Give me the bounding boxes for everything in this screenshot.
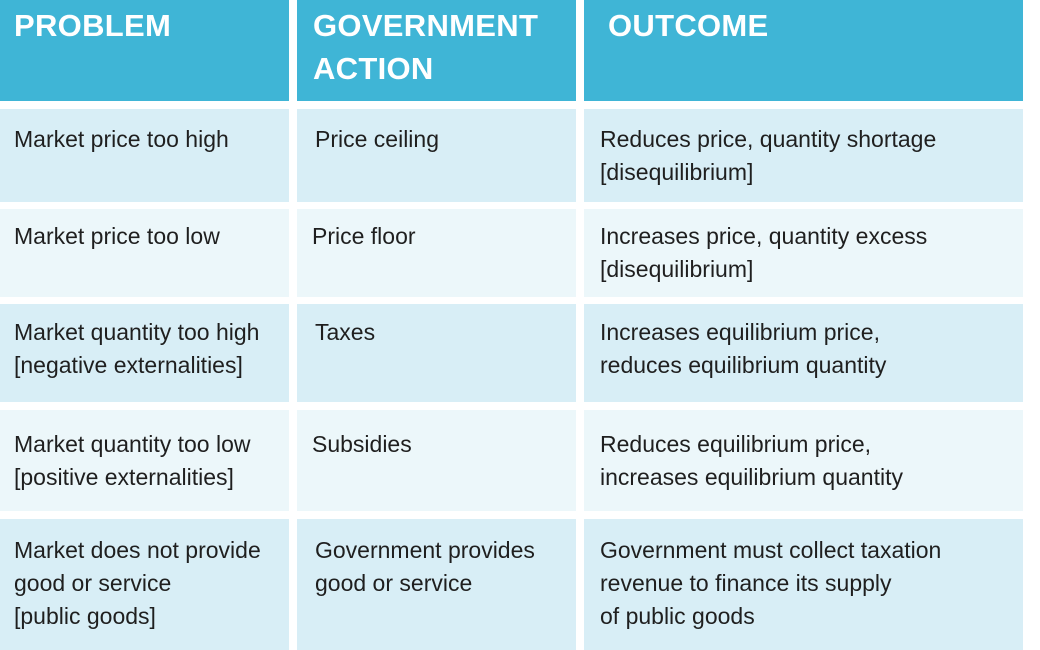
table-row-3-action: Taxes	[297, 304, 576, 402]
header-outcome: OUTCOME	[584, 0, 1023, 101]
header-government-action: GOVERNMENT ACTION	[297, 0, 576, 101]
table-row-5-problem: Market does not provide good or service …	[0, 519, 289, 650]
table-row-5-outcome: Government must collect taxation revenue…	[584, 519, 1023, 650]
table-row-1-outcome: Reduces price, quantity shortage [disequ…	[584, 109, 1023, 202]
table-row-4-action: Subsidies	[297, 410, 576, 511]
table-row-3-problem: Market quantity too high [negative exter…	[0, 304, 289, 402]
table-row-2-outcome: Increases price, quantity excess [disequ…	[584, 209, 1023, 297]
table-row-1-action: Price ceiling	[297, 109, 576, 202]
table-row-2-problem: Market price too low	[0, 209, 289, 297]
table-row-4-outcome: Reduces equilibrium price, increases equ…	[584, 410, 1023, 511]
table-row-1-problem: Market price too high	[0, 109, 289, 202]
header-problem: PROBLEM	[0, 0, 289, 101]
table-row-5-action: Government provides good or service	[297, 519, 576, 650]
table-row-4-problem: Market quantity too low [positive extern…	[0, 410, 289, 511]
table-row-2-action: Price floor	[297, 209, 576, 297]
table-row-3-outcome: Increases equilibrium price, reduces equ…	[584, 304, 1023, 402]
